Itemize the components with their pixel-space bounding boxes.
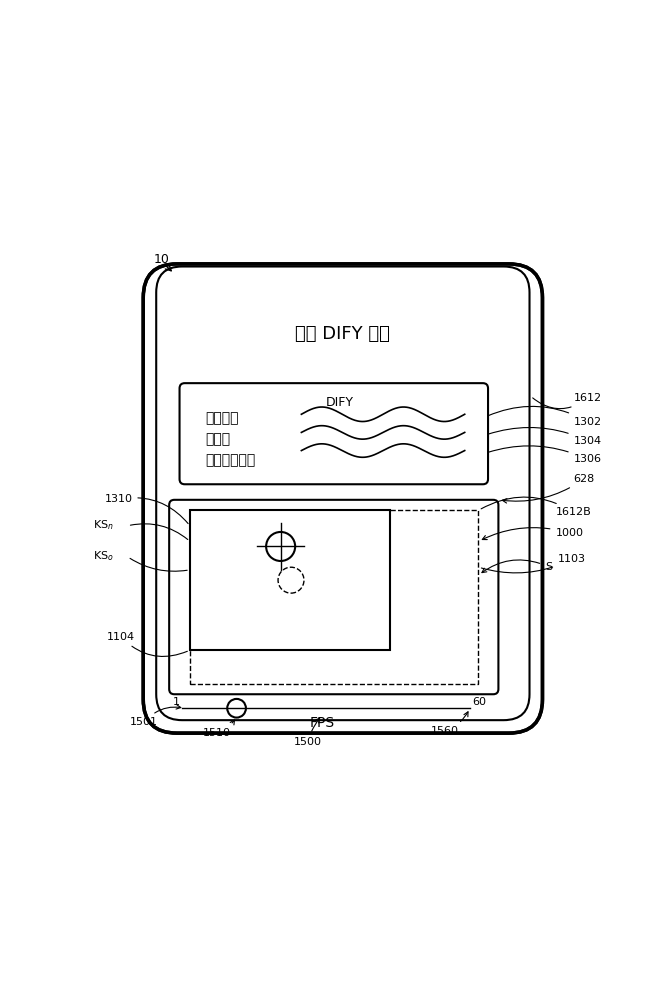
Text: ＃重复: ＃重复 bbox=[205, 432, 231, 446]
Text: 628: 628 bbox=[502, 474, 595, 503]
Text: 1104: 1104 bbox=[107, 632, 187, 656]
Text: 1103: 1103 bbox=[482, 554, 586, 573]
Text: 60: 60 bbox=[472, 697, 486, 707]
FancyBboxPatch shape bbox=[157, 267, 530, 720]
Text: 1501: 1501 bbox=[130, 705, 181, 727]
Text: FPS: FPS bbox=[310, 716, 334, 730]
Text: 显示 DIFY 图像: 显示 DIFY 图像 bbox=[296, 325, 390, 343]
Text: 1612B: 1612B bbox=[481, 497, 591, 517]
Text: 1510: 1510 bbox=[203, 720, 234, 738]
Text: 1560: 1560 bbox=[431, 712, 468, 736]
FancyBboxPatch shape bbox=[169, 500, 498, 694]
Text: 1500: 1500 bbox=[294, 718, 322, 747]
FancyBboxPatch shape bbox=[179, 383, 488, 484]
Bar bbox=[190, 510, 389, 650]
Text: 1304: 1304 bbox=[488, 427, 601, 446]
Text: 1302: 1302 bbox=[488, 406, 601, 427]
FancyBboxPatch shape bbox=[143, 264, 543, 733]
Bar bbox=[190, 510, 478, 684]
Text: 10: 10 bbox=[154, 253, 169, 266]
Text: 速度设置: 速度设置 bbox=[205, 412, 239, 426]
Text: 1: 1 bbox=[173, 697, 179, 707]
Text: KS$_o$: KS$_o$ bbox=[93, 549, 114, 563]
Text: 1612: 1612 bbox=[533, 393, 601, 409]
Text: 1000: 1000 bbox=[482, 528, 583, 540]
Text: DIFY: DIFY bbox=[326, 396, 354, 409]
Text: 巴勒德姆序列: 巴勒德姆序列 bbox=[205, 453, 256, 467]
Text: 1310: 1310 bbox=[104, 494, 188, 524]
Text: 1306: 1306 bbox=[488, 446, 601, 464]
Text: KS$_n$: KS$_n$ bbox=[93, 518, 114, 532]
Text: S: S bbox=[482, 560, 552, 573]
